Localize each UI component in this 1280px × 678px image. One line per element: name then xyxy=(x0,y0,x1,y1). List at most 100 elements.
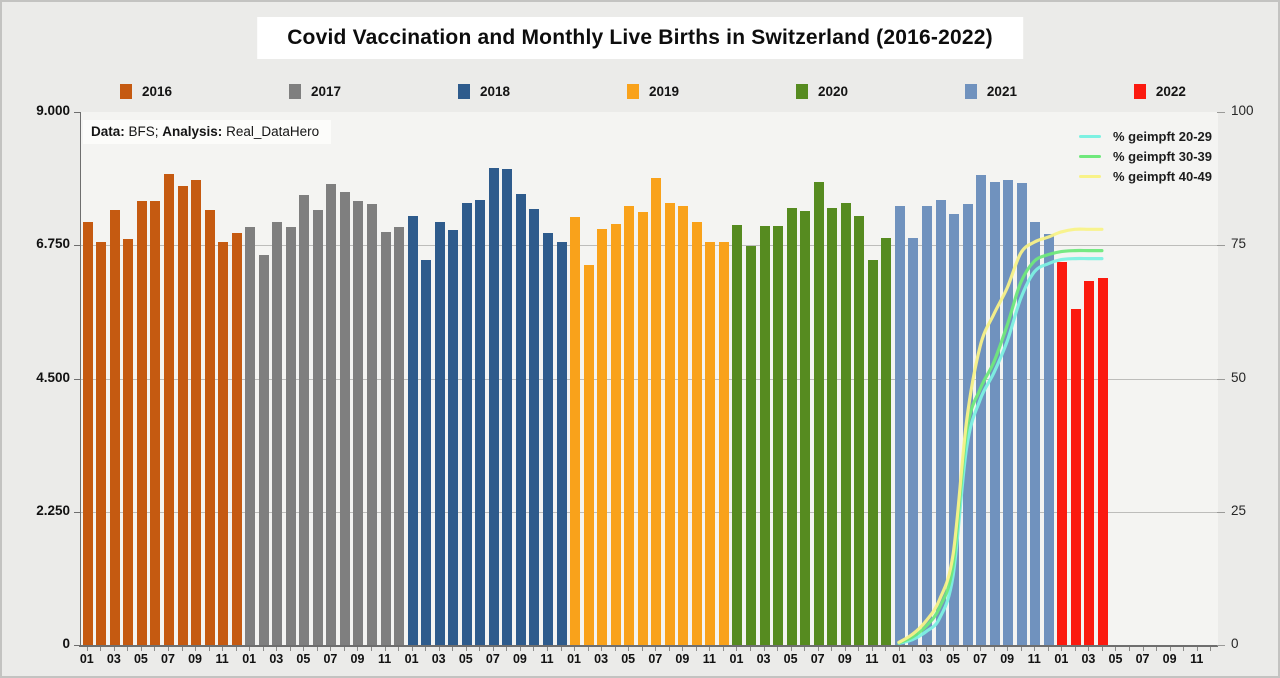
bar-2016-03 xyxy=(109,209,120,645)
legend-swatch-2019 xyxy=(626,84,639,99)
legend-item-2018: 2018 xyxy=(457,84,510,99)
bar-2021-05 xyxy=(949,214,960,645)
y-left-tick xyxy=(74,645,80,646)
x-tick xyxy=(614,647,616,651)
x-label-2021-05: 05 xyxy=(946,652,960,666)
bar-2021-03 xyxy=(921,205,932,645)
bar-2021-08 xyxy=(989,182,1000,645)
source-annotation: Data: BFS; Analysis: Real_DataHero xyxy=(83,120,332,144)
bar-2021-02 xyxy=(908,238,919,645)
bar-2016-09 xyxy=(191,180,202,645)
bar-2019-08 xyxy=(664,202,675,645)
bar-2019-10 xyxy=(691,221,702,645)
bar-2019-11 xyxy=(705,242,716,645)
x-label-2016-03: 03 xyxy=(106,652,121,666)
x-tick xyxy=(560,647,562,651)
x-label-2017-07: 07 xyxy=(323,652,338,666)
y-right-tick xyxy=(1217,112,1225,113)
x-tick xyxy=(601,647,603,651)
x-label-2019-09: 09 xyxy=(675,652,690,666)
x-label-2018-05: 05 xyxy=(458,652,473,666)
bar-2016-02 xyxy=(96,242,107,645)
x-label-2016-01: 01 xyxy=(79,652,94,666)
y-left-tick xyxy=(74,245,80,247)
x-tick xyxy=(140,647,142,651)
chart-title: Covid Vaccination and Monthly Live Birth… xyxy=(257,17,1023,59)
x-tick xyxy=(181,647,183,651)
bar-2019-03 xyxy=(597,229,608,645)
bar-2020-06 xyxy=(800,210,811,645)
legend-swatch-2018 xyxy=(457,84,470,99)
x-axis-line xyxy=(79,645,1218,647)
bar-2022-04 xyxy=(1097,278,1108,645)
x-tick xyxy=(722,647,724,651)
x-label-2020-05: 05 xyxy=(783,652,798,666)
bar-2019-04 xyxy=(610,223,621,645)
x-tick xyxy=(519,647,521,651)
y-left-label-2.250: 2.250 xyxy=(36,502,70,518)
x-tick xyxy=(1020,647,1022,651)
bar-2019-05 xyxy=(624,206,635,645)
x-tick xyxy=(925,647,927,651)
x-tick xyxy=(1061,647,1063,651)
y-left-label-6.750: 6.750 xyxy=(36,236,70,252)
y-right-label-25: 25 xyxy=(1231,502,1247,518)
legend-label-2022: 2022 xyxy=(1155,84,1186,99)
x-tick xyxy=(709,647,711,651)
bar-2018-10 xyxy=(529,209,540,645)
line-legend-label: % geimpft 30-39 xyxy=(1113,148,1212,164)
x-tick xyxy=(1210,647,1212,651)
bar-2020-02 xyxy=(746,245,757,645)
bar-2017-02 xyxy=(258,255,269,645)
x-tick xyxy=(384,647,386,651)
x-label-2018-01: 01 xyxy=(404,652,419,666)
bar-2020-10 xyxy=(854,215,865,645)
x-tick xyxy=(167,647,169,651)
bar-2020-04 xyxy=(773,225,784,645)
bar-2019-09 xyxy=(678,206,689,645)
x-label-2018-03: 03 xyxy=(431,652,446,666)
x-tick xyxy=(452,647,454,651)
y-right-tick xyxy=(1217,511,1225,513)
x-label-2019-03: 03 xyxy=(594,652,609,666)
bar-2022-02 xyxy=(1070,308,1081,645)
x-tick xyxy=(885,647,887,651)
plot-area xyxy=(80,112,1218,645)
y-right-label-100: 100 xyxy=(1231,103,1254,118)
bar-2017-07 xyxy=(326,184,337,645)
x-tick xyxy=(574,647,576,651)
x-tick xyxy=(1074,647,1076,651)
bar-2017-06 xyxy=(312,209,323,645)
bar-2016-05 xyxy=(136,200,147,645)
x-tick xyxy=(357,647,359,651)
legend-item-2019: 2019 xyxy=(626,84,679,99)
bar-2021-11 xyxy=(1030,221,1041,645)
x-tick xyxy=(912,647,914,651)
x-tick xyxy=(1047,647,1049,651)
x-tick xyxy=(154,647,156,651)
x-tick xyxy=(939,647,941,651)
bar-2016-12 xyxy=(231,233,242,645)
line-legend-label: % geimpft 20-29 xyxy=(1113,128,1212,144)
legend-label-2021: 2021 xyxy=(986,84,1017,99)
bar-2021-10 xyxy=(1016,183,1027,645)
x-tick xyxy=(682,647,684,651)
x-label-2017-03: 03 xyxy=(269,652,284,666)
line-legend-dash xyxy=(1079,154,1102,158)
bar-2021-01 xyxy=(894,205,905,645)
x-tick xyxy=(492,647,494,651)
x-label-2022-03: 03 xyxy=(1081,652,1096,666)
y-left-label-0: 0 xyxy=(62,636,70,651)
bar-2017-01 xyxy=(245,227,256,645)
x-label-2020-09: 09 xyxy=(837,652,852,666)
x-tick xyxy=(289,647,291,651)
x-tick xyxy=(222,647,224,651)
gridline-6.750 xyxy=(81,245,1218,247)
bar-2019-02 xyxy=(583,265,594,645)
bar-2018-06 xyxy=(475,200,486,645)
x-tick xyxy=(1169,647,1171,651)
x-tick xyxy=(1101,647,1103,651)
legend-label-2017: 2017 xyxy=(310,84,342,99)
bar-2019-01 xyxy=(570,216,581,645)
